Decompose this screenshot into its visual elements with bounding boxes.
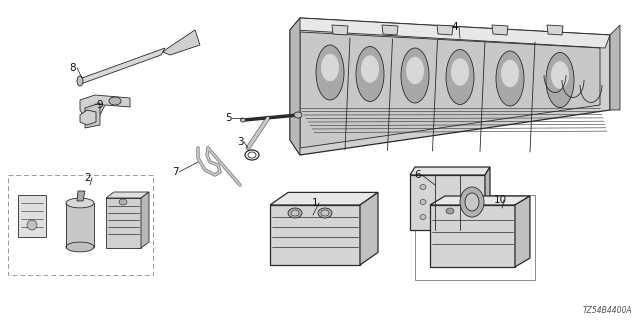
Bar xyxy=(8,175,153,275)
Ellipse shape xyxy=(546,52,574,108)
Text: 2: 2 xyxy=(84,173,92,183)
Ellipse shape xyxy=(321,54,339,81)
Polygon shape xyxy=(382,25,398,35)
Polygon shape xyxy=(430,205,515,267)
Ellipse shape xyxy=(288,208,302,218)
Ellipse shape xyxy=(241,118,246,122)
Ellipse shape xyxy=(361,55,379,83)
Text: 7: 7 xyxy=(172,167,179,177)
Ellipse shape xyxy=(119,199,127,205)
Text: TZ54B4400A: TZ54B4400A xyxy=(582,306,632,315)
Polygon shape xyxy=(141,192,149,248)
Polygon shape xyxy=(290,18,610,155)
Ellipse shape xyxy=(460,187,484,217)
Polygon shape xyxy=(360,192,378,265)
Polygon shape xyxy=(270,205,360,265)
Ellipse shape xyxy=(420,199,426,204)
Ellipse shape xyxy=(316,45,344,100)
Ellipse shape xyxy=(109,97,121,105)
Ellipse shape xyxy=(551,61,569,89)
Polygon shape xyxy=(547,25,563,35)
Text: 6: 6 xyxy=(415,170,421,180)
Ellipse shape xyxy=(420,214,426,220)
Ellipse shape xyxy=(66,198,94,208)
Polygon shape xyxy=(515,196,530,267)
Text: 1: 1 xyxy=(312,198,318,208)
Ellipse shape xyxy=(77,76,83,86)
Polygon shape xyxy=(77,191,85,201)
Polygon shape xyxy=(163,30,200,55)
Polygon shape xyxy=(610,25,620,110)
Polygon shape xyxy=(410,175,485,230)
Polygon shape xyxy=(332,25,348,35)
Ellipse shape xyxy=(27,220,37,230)
Ellipse shape xyxy=(318,208,332,218)
Polygon shape xyxy=(106,198,141,248)
Bar xyxy=(18,195,46,237)
Ellipse shape xyxy=(406,57,424,84)
Ellipse shape xyxy=(496,51,524,106)
Polygon shape xyxy=(78,48,165,85)
Ellipse shape xyxy=(465,193,479,211)
Ellipse shape xyxy=(446,50,474,105)
Ellipse shape xyxy=(401,48,429,103)
Text: 4: 4 xyxy=(452,22,458,32)
Bar xyxy=(66,203,94,248)
Polygon shape xyxy=(85,103,100,128)
Ellipse shape xyxy=(294,112,302,118)
Text: 10: 10 xyxy=(493,195,507,205)
Polygon shape xyxy=(300,32,600,148)
Polygon shape xyxy=(270,192,378,205)
Ellipse shape xyxy=(501,60,519,87)
Ellipse shape xyxy=(420,185,426,189)
Ellipse shape xyxy=(446,208,454,214)
Bar xyxy=(415,195,535,280)
Text: 3: 3 xyxy=(237,137,243,147)
Polygon shape xyxy=(410,167,490,175)
Polygon shape xyxy=(437,25,453,35)
Polygon shape xyxy=(295,18,610,48)
Polygon shape xyxy=(430,196,530,205)
Ellipse shape xyxy=(451,58,469,86)
Polygon shape xyxy=(80,110,96,125)
Polygon shape xyxy=(492,25,508,35)
Polygon shape xyxy=(290,18,300,155)
Text: 8: 8 xyxy=(70,63,76,73)
Ellipse shape xyxy=(66,242,94,252)
Ellipse shape xyxy=(321,210,329,216)
Ellipse shape xyxy=(356,46,384,101)
Polygon shape xyxy=(106,192,149,198)
Text: 5: 5 xyxy=(225,113,231,123)
Text: 9: 9 xyxy=(97,100,103,110)
Ellipse shape xyxy=(291,210,299,216)
Polygon shape xyxy=(80,95,130,118)
Polygon shape xyxy=(485,167,490,230)
